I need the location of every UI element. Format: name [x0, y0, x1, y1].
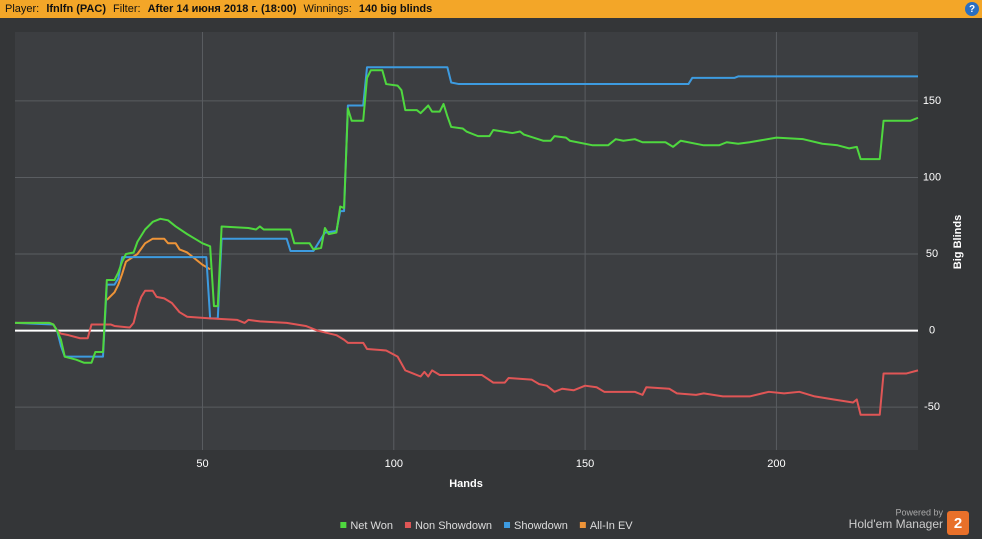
y-tick-label: 50	[926, 248, 938, 260]
legend-item: All-In EV	[579, 520, 633, 532]
logo-text: 2	[954, 515, 962, 532]
label: Player:	[5, 3, 39, 15]
y-tick-label: -50	[924, 401, 940, 413]
legend-item: Net Won	[340, 520, 393, 532]
filter: After 14 июня 2018 г. (18:00)	[148, 3, 297, 15]
legend-label: Showdown	[514, 520, 568, 532]
help-text[interactable]: ?	[969, 4, 975, 15]
legend-marker	[579, 522, 586, 528]
logo	[947, 511, 969, 535]
x-tick-label: 150	[576, 458, 594, 470]
y-axis-label: Big Blinds	[952, 215, 964, 269]
label: Filter:	[113, 3, 141, 15]
series-line	[15, 289, 919, 416]
y-tick-label: 150	[923, 95, 941, 107]
help-icon[interactable]	[965, 2, 979, 16]
x-tick-label: 200	[767, 458, 785, 470]
x-tick-label: 100	[385, 458, 403, 470]
player: lfnlfn (PAC)	[46, 3, 106, 15]
legend-item: Non Showdown	[404, 520, 492, 532]
x-axis-label: Hands	[449, 478, 483, 490]
label: Winnings:	[304, 3, 352, 15]
brand: Hold'em Manager	[849, 517, 943, 531]
powered-by: Powered by	[895, 507, 943, 517]
winnings: 140 big blinds	[359, 3, 432, 15]
legend-marker	[340, 522, 347, 528]
header-bar	[0, 0, 982, 18]
legend-marker	[504, 522, 511, 528]
legend-label: All-In EV	[590, 520, 633, 532]
y-tick-label: 100	[923, 171, 941, 183]
legend-label: Net Won	[350, 520, 393, 532]
y-tick-label: 0	[929, 324, 935, 336]
legend-label: Non Showdown	[415, 520, 492, 532]
legend-item: Showdown	[504, 520, 568, 532]
series-line	[15, 69, 919, 364]
header-text: Player: lfnlfn (PAC) Filter: After 14 ию…	[5, 3, 432, 15]
legend-marker	[404, 522, 411, 528]
x-tick-label: 50	[196, 458, 208, 470]
series-line	[106, 237, 211, 301]
